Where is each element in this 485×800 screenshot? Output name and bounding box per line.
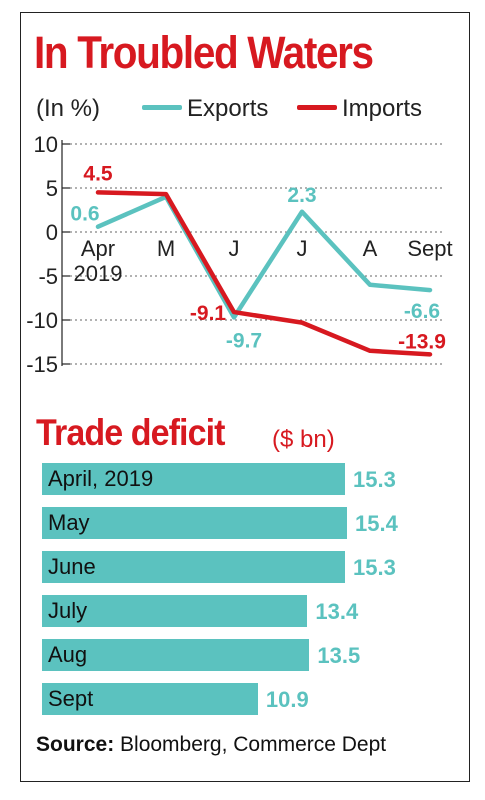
- bar-category-label: April, 2019: [48, 466, 154, 491]
- bar: Aug: [42, 639, 310, 671]
- legend-swatch-imports: [297, 105, 337, 111]
- bar-value-label: 13.4: [315, 599, 359, 624]
- source-text: Bloomberg, Commerce Dept: [114, 733, 387, 756]
- y-tick-label: 0: [46, 220, 58, 245]
- bar-category-label: July: [48, 598, 88, 623]
- figure-frame: [20, 12, 470, 782]
- y-tick-label: 5: [46, 176, 58, 201]
- bar: Sept: [42, 683, 258, 715]
- source-label: Source:: [36, 733, 115, 756]
- bar: April, 2019: [42, 463, 346, 495]
- x-tick-label: J: [297, 236, 308, 261]
- chart-title: In Troubled Waters: [34, 27, 374, 78]
- bar-category-label: May: [48, 510, 90, 535]
- y-tick-label: -5: [38, 264, 58, 289]
- source-note: Source: Bloomberg, Commerce Dept: [36, 733, 386, 757]
- series-line-imports: [95, 190, 433, 357]
- bar: May: [42, 507, 347, 539]
- bar-value-label: 10.9: [265, 687, 309, 712]
- legend-item-imports: Imports: [297, 95, 422, 123]
- x-tick-label: Sept: [407, 236, 452, 261]
- bar-value-label: 15.3: [353, 467, 396, 492]
- data-label-exports: -9.7: [226, 329, 262, 352]
- data-label-exports: 0.6: [70, 203, 99, 226]
- bar: June: [42, 551, 346, 583]
- x-tick-label: A: [363, 236, 378, 261]
- bar-category-label: Aug: [48, 642, 88, 667]
- bar-value-label: 13.5: [317, 643, 361, 668]
- bar: July: [42, 595, 308, 627]
- bar-category-label: Sept: [48, 686, 94, 711]
- data-label-imports: -13.9: [398, 330, 446, 353]
- legend-swatch-exports: [142, 105, 182, 111]
- data-label-imports: -9.1: [190, 302, 227, 325]
- series-line-exports: [95, 194, 433, 320]
- y-tick-label: 10: [34, 132, 58, 157]
- unit-label: (In %): [36, 95, 101, 122]
- data-label-exports: 2.3: [287, 184, 316, 207]
- trade-deficit-unit: ($ bn): [272, 426, 335, 453]
- bar-category-label: June: [48, 554, 96, 579]
- legend-item-exports: Exports: [142, 95, 268, 123]
- x-tick-label: M: [157, 236, 175, 261]
- y-tick-label: -15: [26, 352, 58, 377]
- data-label-exports: -6.6: [404, 300, 440, 323]
- legend-label-imports: Imports: [342, 95, 423, 122]
- y-tick-label: -10: [26, 308, 58, 333]
- bar-value-label: 15.3: [353, 555, 396, 580]
- x-tick-label: J: [229, 236, 240, 261]
- x-tick-label: 2019: [74, 261, 123, 286]
- legend-label-exports: Exports: [187, 95, 269, 122]
- x-tick-label: Apr: [81, 236, 115, 261]
- bar-value-label: 15.4: [355, 511, 398, 536]
- data-label-imports: 4.5: [83, 162, 113, 185]
- trade-deficit-title: Trade deficit: [36, 412, 225, 453]
